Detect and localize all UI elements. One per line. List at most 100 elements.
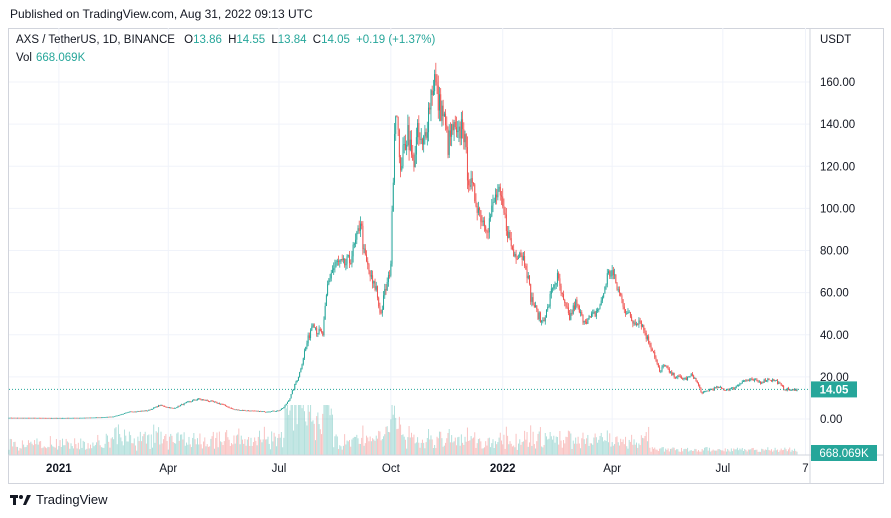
volume-bar — [531, 445, 533, 455]
volume-bar — [325, 405, 327, 455]
y-tick-label: 140.00 — [820, 119, 855, 131]
volume-bar — [316, 416, 318, 455]
candle-body — [102, 417, 104, 419]
candle-body — [103, 417, 105, 418]
volume-bar — [542, 447, 544, 455]
candle-body — [475, 201, 477, 206]
volume-bar — [411, 432, 413, 455]
candle-body — [770, 380, 772, 381]
candle-body — [608, 271, 610, 274]
candle-body — [124, 413, 126, 414]
candle-body — [117, 415, 119, 416]
volume-bar — [426, 438, 428, 455]
volume-bar — [154, 442, 156, 455]
volume-bar — [722, 450, 724, 455]
candle-body — [214, 401, 216, 403]
volume-bar — [781, 450, 783, 455]
volume-bar — [610, 446, 612, 455]
candle-body — [395, 116, 397, 134]
volume-bar — [43, 446, 45, 455]
candle-body — [490, 216, 492, 219]
volume-bar — [525, 439, 527, 455]
volume-bar — [668, 451, 670, 455]
candle-body — [426, 132, 428, 138]
candle-body — [678, 375, 680, 377]
candle-body — [567, 307, 569, 314]
currency-label[interactable]: USDT — [820, 34, 852, 46]
volume-bar — [277, 437, 279, 455]
candle-body — [267, 411, 269, 413]
candle-body — [184, 402, 186, 404]
candle-body — [34, 417, 36, 419]
volume-bar — [88, 448, 90, 455]
volume-bar — [563, 440, 565, 455]
candle-body — [295, 382, 297, 385]
close-value: 14.05 — [321, 34, 350, 46]
volume-bar — [667, 448, 669, 455]
candle-body — [559, 278, 561, 286]
candle-body — [575, 299, 577, 310]
candle-body — [548, 306, 550, 308]
volume-label[interactable]: Vol — [16, 52, 32, 64]
volume-bar — [509, 441, 511, 455]
candle-body — [290, 394, 292, 399]
volume-bar — [260, 439, 262, 455]
volume-bar — [48, 447, 50, 455]
volume-bar — [653, 448, 655, 455]
candle-body — [393, 133, 395, 183]
candle-body — [83, 417, 85, 419]
candle-body — [64, 417, 66, 419]
candle-body — [221, 403, 223, 405]
candle-body — [105, 416, 107, 418]
volume-bar — [173, 443, 175, 455]
volume-bar — [544, 432, 546, 455]
volume-bar — [695, 449, 697, 455]
candle-body — [17, 417, 19, 419]
candle-body — [279, 409, 281, 411]
volume-bar — [181, 434, 183, 455]
volume-bar — [470, 436, 472, 455]
volume-bar — [435, 448, 437, 455]
candle-body — [15, 417, 17, 419]
volume-bar — [679, 451, 681, 455]
volume-bar — [404, 439, 406, 455]
candle-body — [256, 410, 258, 412]
volume-bar — [593, 437, 595, 455]
volume-bar — [98, 440, 100, 455]
candle-body — [350, 263, 352, 264]
volume-bar — [485, 441, 487, 455]
volume-bar — [159, 444, 161, 455]
candle-body — [400, 157, 402, 171]
volume-bar — [243, 443, 245, 455]
volume-bar — [728, 450, 730, 455]
candle-body — [480, 210, 482, 222]
candle-body — [136, 411, 138, 413]
volume-bar — [274, 436, 276, 455]
volume-bar — [338, 448, 340, 455]
candle-body — [227, 406, 229, 408]
chart-frame[interactable] — [8, 28, 884, 484]
volume-bar — [311, 421, 313, 455]
volume-bar — [773, 450, 775, 455]
volume-bar — [234, 443, 236, 455]
candle-body — [68, 417, 70, 419]
candle-body — [36, 417, 38, 419]
tradingview-footer[interactable]: TradingView — [10, 492, 108, 507]
candle-body — [622, 299, 624, 307]
volume-bar — [678, 451, 680, 455]
symbol-label[interactable]: AXS / TetherUS, 1D, BINANCE — [16, 34, 175, 46]
candle-body — [452, 124, 454, 131]
candle-body — [391, 211, 393, 264]
candle-body — [746, 380, 748, 382]
candle-body — [379, 306, 381, 313]
x-tick-label: 2022 — [490, 463, 516, 475]
candle-body — [351, 256, 353, 264]
volume-bar — [194, 439, 196, 455]
volume-bar — [554, 442, 556, 455]
volume-bar — [693, 450, 695, 455]
candle-body — [786, 388, 788, 391]
volume-bar — [380, 440, 382, 455]
volume-bar — [769, 450, 771, 455]
volume-bar — [747, 449, 749, 455]
